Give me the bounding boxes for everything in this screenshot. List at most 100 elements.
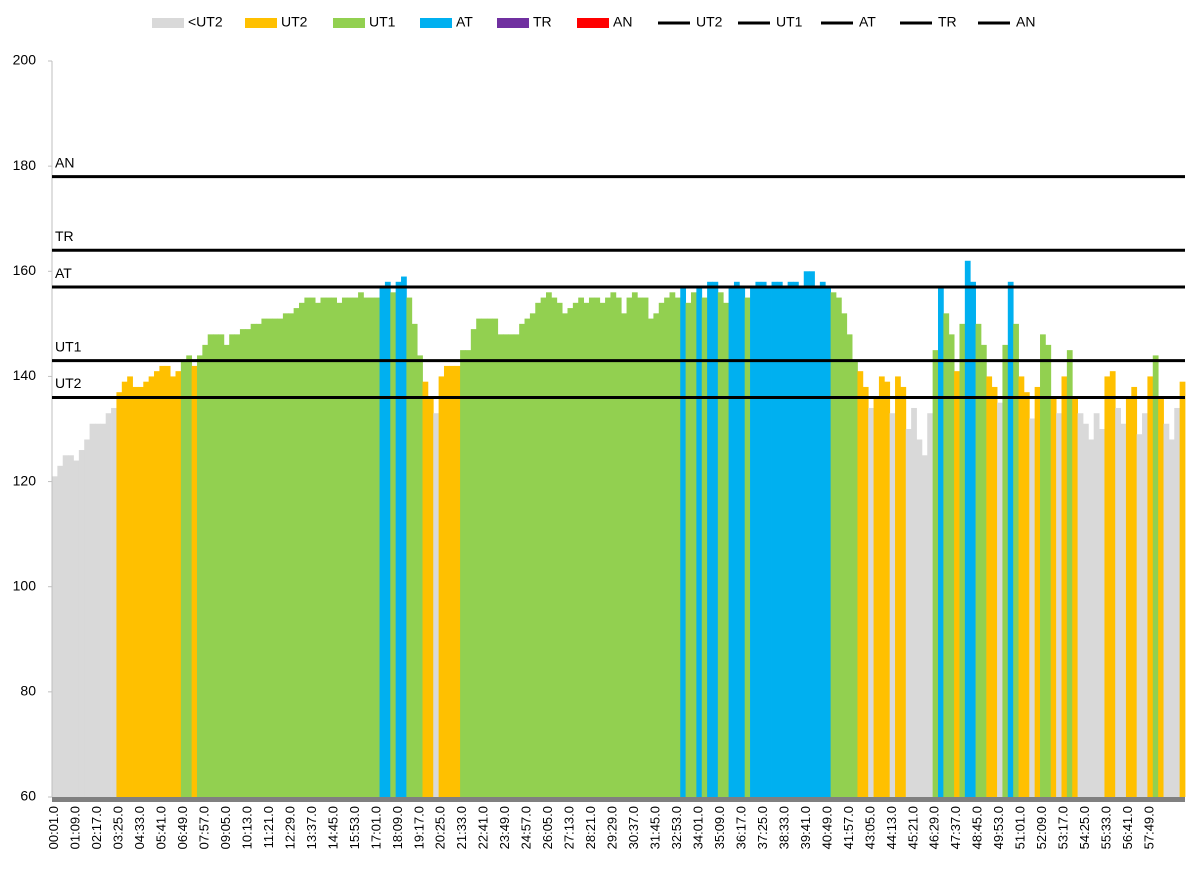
bar — [395, 281, 402, 797]
bar — [782, 287, 789, 797]
x-tick-label: 02:17.0 — [89, 806, 104, 849]
x-tick-label: 38:33.0 — [776, 806, 791, 849]
bar — [406, 297, 413, 797]
bar — [245, 329, 252, 797]
bar — [712, 281, 719, 797]
bar — [503, 334, 509, 797]
bar — [422, 381, 429, 797]
bar — [1061, 376, 1068, 797]
bar — [299, 302, 305, 797]
bar — [1066, 350, 1073, 797]
bar — [111, 407, 117, 797]
y-tick-label: 200 — [13, 52, 37, 68]
bar — [481, 318, 488, 797]
bar — [379, 287, 386, 797]
bar — [846, 334, 853, 797]
bar — [776, 281, 783, 797]
x-tick-label: 03:25.0 — [111, 806, 126, 849]
bar — [132, 386, 139, 797]
bar — [658, 302, 665, 797]
x-tick-label: 11:21.0 — [261, 806, 276, 848]
x-tick-label: 14:45.0 — [325, 806, 340, 849]
bar — [857, 371, 864, 797]
x-tick-label: 01:09.0 — [68, 806, 83, 849]
bar — [583, 302, 590, 797]
bar — [1034, 386, 1041, 797]
bar — [927, 413, 934, 797]
bar — [1007, 281, 1014, 797]
x-tick-label: 30:37.0 — [626, 806, 641, 849]
x-tick-label: 55:33.0 — [1099, 806, 1114, 849]
bar — [175, 371, 182, 797]
bar — [1109, 371, 1116, 797]
bar — [599, 302, 606, 797]
y-tick-label: 160 — [13, 262, 37, 278]
bar — [1013, 323, 1019, 797]
bar — [336, 302, 343, 797]
bar — [793, 281, 799, 797]
bar — [1088, 439, 1095, 797]
bar — [905, 429, 912, 797]
bar — [674, 297, 681, 797]
bar — [1029, 418, 1036, 797]
bar — [621, 313, 627, 797]
bar — [94, 423, 101, 797]
bar — [755, 281, 762, 797]
bar — [315, 302, 321, 797]
bar — [567, 308, 574, 797]
bar — [835, 297, 842, 797]
bar — [814, 287, 821, 797]
x-tick-label: 45:21.0 — [905, 806, 920, 849]
x-tick-label: 57:49.0 — [1142, 806, 1157, 849]
bar — [207, 334, 214, 797]
bar — [696, 287, 703, 797]
bar — [535, 302, 542, 797]
bar — [959, 323, 966, 797]
bar — [653, 313, 660, 797]
bar — [911, 407, 917, 797]
bar — [411, 323, 418, 797]
bar — [358, 292, 364, 797]
bar — [546, 292, 552, 797]
bar — [148, 376, 155, 797]
bar — [642, 297, 649, 797]
legend-swatch — [152, 18, 184, 28]
bar — [1163, 423, 1170, 797]
bar — [648, 318, 654, 797]
threshold-label: AT — [55, 265, 72, 281]
bar — [760, 281, 767, 797]
bar — [180, 360, 187, 797]
bar — [137, 386, 144, 797]
threshold-label: UT1 — [55, 338, 82, 354]
x-tick-label: 20:25.0 — [433, 806, 448, 849]
legend-label: TR — [533, 14, 552, 30]
bar — [1104, 376, 1111, 797]
bar — [159, 365, 166, 797]
bar — [476, 318, 482, 797]
x-tick-label: 24:57.0 — [519, 806, 534, 849]
x-tick-label: 40:49.0 — [819, 806, 834, 849]
bar — [341, 297, 348, 797]
x-tick-label: 44:13.0 — [884, 806, 899, 849]
bar — [884, 381, 891, 797]
bar — [325, 297, 332, 797]
bar — [62, 455, 69, 797]
bar — [556, 302, 563, 797]
bar — [707, 281, 713, 797]
x-tick-label: 18:09.0 — [390, 806, 405, 849]
bar — [454, 365, 461, 797]
bar — [401, 276, 407, 797]
x-tick-label: 28:21.0 — [583, 806, 598, 849]
bar — [610, 292, 617, 797]
x-tick-label: 46:29.0 — [927, 806, 942, 849]
bar — [170, 376, 176, 797]
x-tick-label: 26:05.0 — [540, 806, 555, 849]
bar — [229, 334, 235, 797]
bar — [1120, 423, 1127, 797]
bar — [631, 292, 638, 797]
bar — [540, 297, 547, 797]
bar — [669, 292, 676, 797]
bar — [390, 292, 397, 797]
legend-label: AT — [456, 14, 473, 30]
bar — [766, 287, 772, 797]
